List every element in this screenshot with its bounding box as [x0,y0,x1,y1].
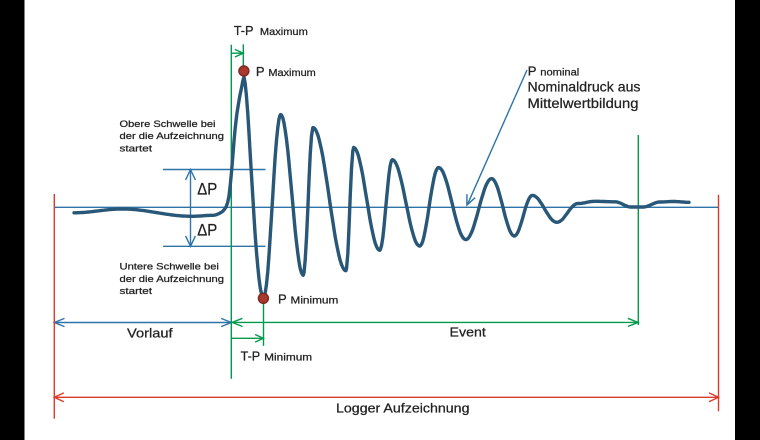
svg-text:Obere Schwelle bei: Obere Schwelle bei [120,119,216,130]
svg-text:Minimum: Minimum [264,353,312,364]
svg-text:ΔP: ΔP [197,181,217,199]
svg-text:P: P [528,64,537,79]
svg-text:startet: startet [120,143,153,154]
svg-text:ΔP: ΔP [197,222,217,240]
svg-text:T-P: T-P [234,23,254,38]
svg-text:Maximum: Maximum [260,27,308,38]
svg-text:Event: Event [450,325,487,340]
svg-text:P: P [256,64,265,79]
svg-text:Maximum: Maximum [268,68,315,79]
svg-text:Logger Aufzeichnung: Logger Aufzeichnung [336,402,470,416]
svg-text:nominal: nominal [540,68,579,79]
svg-text:Mittelwertbildung: Mittelwertbildung [528,95,639,111]
svg-text:P: P [278,292,287,307]
svg-text:startet: startet [120,286,153,297]
svg-text:Minimum: Minimum [291,296,339,307]
svg-text:der die Aufzeichnung: der die Aufzeichnung [120,131,225,142]
svg-text:Untere Schwelle bei: Untere Schwelle bei [120,262,219,273]
svg-text:Vorlauf: Vorlauf [127,325,173,340]
svg-text:T-P: T-P [241,349,261,364]
svg-text:Nominaldruck aus: Nominaldruck aus [528,79,641,95]
svg-text:der die Aufzeichnung: der die Aufzeichnung [120,274,225,285]
